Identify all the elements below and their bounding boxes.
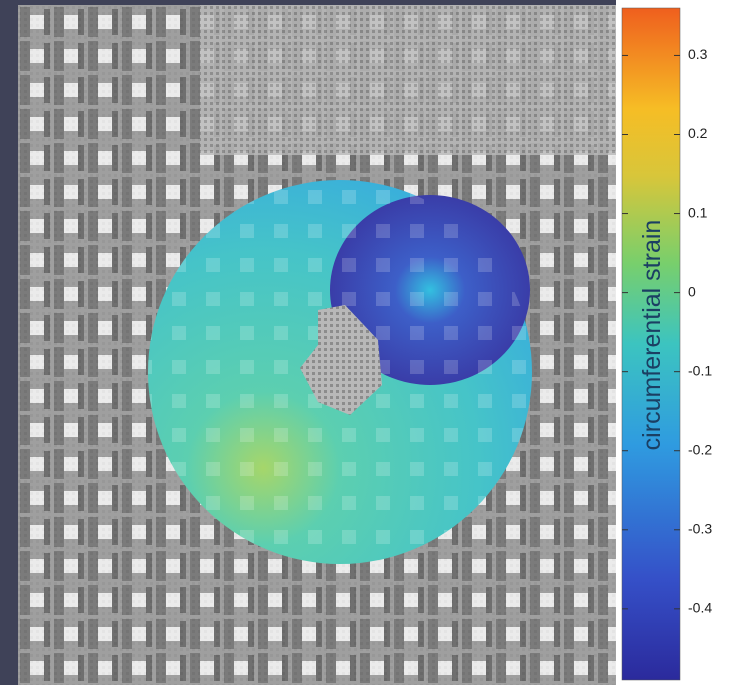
tick-label: -0.2: [688, 441, 712, 457]
mri-image: [18, 5, 616, 685]
tick-label: -0.1: [688, 362, 712, 378]
tick-label: -0.3: [688, 520, 712, 536]
page: circumferential strain 0.3 0.2 0.1 0 -0.1 -0.…: [0, 0, 737, 685]
tick-label: 0.2: [688, 125, 708, 141]
figure: circumferential strain 0.3 0.2 0.1 0 -0.1 -0.…: [0, 0, 737, 685]
tick-label: 0.3: [688, 46, 708, 62]
tick-label: 0: [688, 283, 696, 299]
colorbar-label: circumferential strain: [638, 220, 666, 451]
tick-label: -0.4: [688, 600, 712, 616]
tick-label: 0.1: [688, 204, 708, 220]
